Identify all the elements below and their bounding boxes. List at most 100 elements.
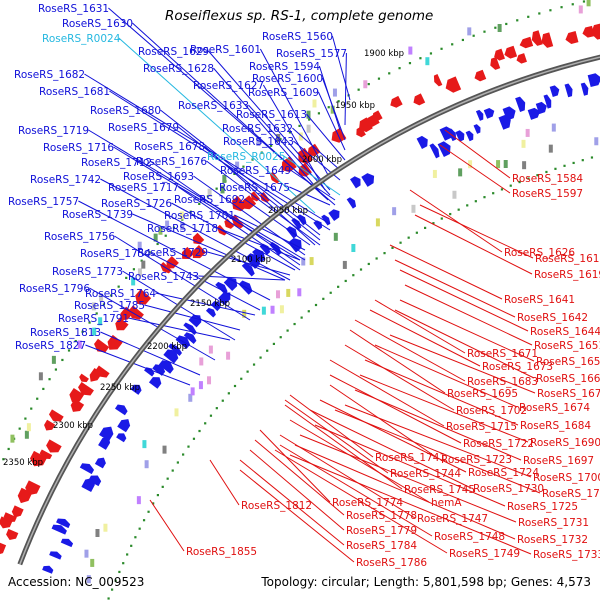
right-leader-line bbox=[359, 374, 529, 443]
left-gene-label: RoseRS_1633 bbox=[178, 100, 249, 112]
plus-strand-gene bbox=[587, 73, 600, 88]
left-gene-label: RoseRS_1729 bbox=[137, 247, 208, 259]
right-gene-label: RoseRS_1597 bbox=[512, 188, 583, 200]
right-leader-line bbox=[319, 399, 467, 473]
gene-category-block bbox=[188, 393, 193, 402]
tick-dot bbox=[148, 251, 151, 254]
left-leader-line bbox=[100, 331, 201, 376]
left-gene-label: RoseRS_1630 bbox=[62, 18, 133, 30]
minus-strand-gene bbox=[3, 512, 17, 523]
left-gene-label: RoseRS_1712 bbox=[81, 157, 152, 169]
minus-strand-gene bbox=[490, 56, 501, 70]
tick-dot bbox=[279, 137, 282, 141]
right-gene-label: RoseRS_1730 bbox=[473, 483, 544, 495]
gene-category-block bbox=[174, 408, 179, 417]
gene-category-block bbox=[98, 317, 103, 326]
tick-dot bbox=[545, 170, 548, 174]
tick-dot bbox=[500, 188, 504, 191]
left-gene-label: RoseRS_1632 bbox=[222, 123, 293, 135]
tick-dot bbox=[549, 9, 552, 12]
right-gene-label: RoseRS_1700 bbox=[533, 472, 600, 484]
minus-strand-gene bbox=[11, 505, 24, 518]
right-gene-label: RoseRS_1722 bbox=[463, 438, 534, 450]
right-leader-line bbox=[249, 449, 345, 531]
left-leader-line bbox=[207, 251, 291, 276]
left-leader-line bbox=[259, 48, 329, 176]
tick-dot bbox=[74, 339, 77, 343]
left-leader-line bbox=[118, 37, 316, 214]
gene-category-block bbox=[298, 132, 303, 141]
left-leader-line bbox=[132, 213, 286, 281]
tick-dot bbox=[18, 427, 21, 430]
tick-dot bbox=[429, 52, 433, 55]
right-leader-line bbox=[239, 469, 355, 563]
minus-strand-gene bbox=[433, 73, 443, 87]
tick-dot bbox=[48, 378, 51, 381]
tick-dot bbox=[590, 156, 594, 159]
tick-dot bbox=[2, 458, 5, 461]
gene-category-block bbox=[136, 496, 141, 505]
gene-category-block bbox=[235, 161, 240, 170]
gene-category-block bbox=[408, 46, 413, 55]
minus-strand-gene bbox=[128, 305, 144, 320]
left-gene-label: RoseRS_1680 bbox=[90, 105, 161, 117]
left-leader-line bbox=[144, 304, 241, 331]
right-leader-line bbox=[279, 434, 416, 519]
gene-category-block bbox=[91, 302, 96, 311]
gene-category-block bbox=[103, 523, 108, 532]
right-gene-label: RoseRS_1744 bbox=[390, 468, 461, 480]
gene-category-block bbox=[306, 124, 311, 133]
tick-dot bbox=[494, 26, 497, 29]
right-gene-label: RoseRS_1724 bbox=[468, 467, 539, 479]
minus-strand-gene bbox=[25, 480, 41, 496]
gene-category-block bbox=[207, 188, 212, 197]
tick-dot bbox=[337, 285, 340, 288]
scale-label: 2350 kbp bbox=[3, 458, 43, 468]
right-gene-label: RoseRS_1741 bbox=[375, 452, 446, 464]
tick-dot bbox=[314, 303, 318, 307]
tick-dot bbox=[164, 234, 167, 237]
gene-category-block bbox=[142, 440, 147, 449]
left-leader-line bbox=[113, 146, 301, 261]
minus-strand-gene bbox=[6, 528, 19, 540]
gene-category-block bbox=[226, 351, 231, 360]
tick-dot bbox=[134, 536, 137, 539]
gene-category-block bbox=[242, 309, 247, 318]
gene-category-block bbox=[158, 226, 163, 235]
right-leader-line bbox=[354, 319, 466, 382]
tick-dot bbox=[88, 321, 91, 324]
left-gene-label: RoseRS_1813 bbox=[30, 327, 101, 339]
right-leader-line bbox=[209, 459, 240, 506]
tick-dot bbox=[156, 242, 159, 246]
tick-dot bbox=[308, 118, 311, 121]
right-gene-label: RoseRS_1584 bbox=[512, 173, 583, 185]
tick-dot bbox=[36, 397, 39, 400]
tick-dot bbox=[322, 297, 325, 300]
left-gene-label: RoseRS_1600 bbox=[252, 73, 323, 85]
tick-dot bbox=[327, 106, 330, 109]
right-gene-label: RoseRS_1641 bbox=[504, 294, 575, 306]
right-gene-label: RoseRS_1655 bbox=[536, 356, 600, 368]
left-gene-label: RoseRS_1742 bbox=[30, 174, 101, 186]
left-gene-label: RoseRS_1676 bbox=[136, 156, 207, 168]
left-gene-label: RoseRS_1701 bbox=[164, 210, 235, 222]
right-leader-line bbox=[409, 189, 503, 253]
right-leader-line bbox=[289, 419, 430, 503]
gene-category-block bbox=[38, 372, 43, 381]
tick-dot bbox=[189, 210, 192, 213]
tick-dot bbox=[536, 174, 539, 177]
left-leader-line bbox=[178, 186, 301, 271]
tick-dot bbox=[166, 477, 169, 480]
plus-strand-gene bbox=[346, 197, 357, 209]
right-leader-line bbox=[354, 389, 522, 461]
right-gene-label: RoseRS_1671 bbox=[467, 348, 538, 360]
tick-dot bbox=[466, 204, 469, 207]
left-leader-line bbox=[88, 129, 306, 261]
tick-dot bbox=[388, 72, 391, 75]
gene-category-block bbox=[137, 241, 142, 250]
right-gene-label: RoseRS_1619 bbox=[534, 269, 600, 281]
tick-dot bbox=[161, 485, 164, 488]
tick-dot bbox=[233, 172, 236, 175]
right-gene-label: RoseRS_1642 bbox=[517, 312, 588, 324]
right-gene-label: RoseRS_1786 bbox=[356, 557, 427, 569]
